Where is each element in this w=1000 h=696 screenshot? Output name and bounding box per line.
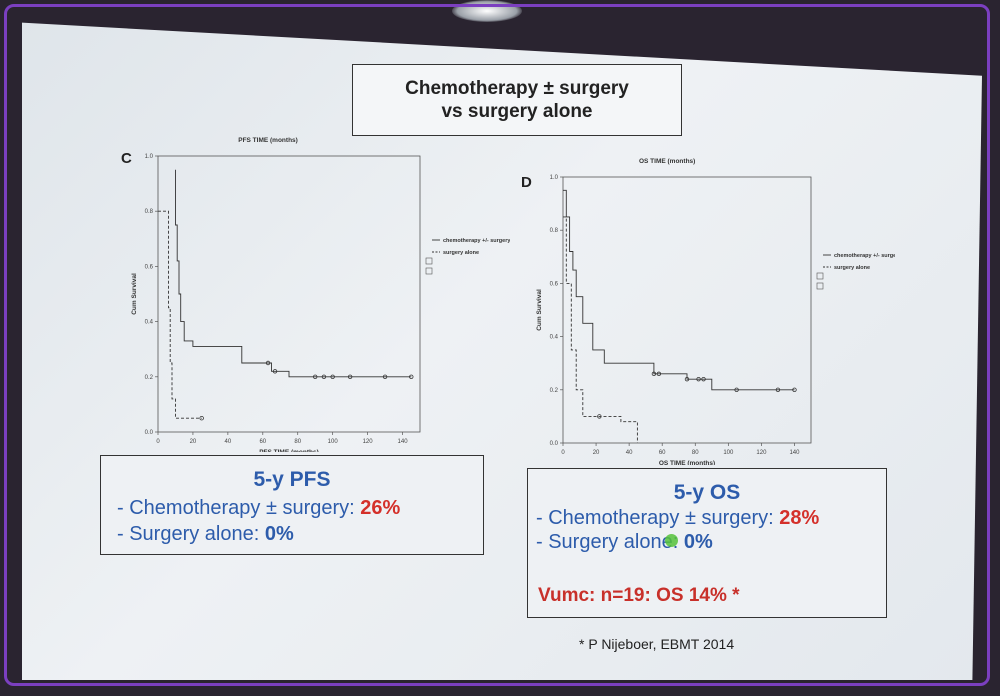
os-surgery-value: 0% bbox=[683, 531, 713, 553]
censor-mark bbox=[312, 374, 318, 379]
chart-title: PFS TIME (months) bbox=[238, 137, 298, 144]
os-surgery-label: - Surgery alone: bbox=[536, 531, 684, 553]
censor-mark bbox=[696, 376, 701, 382]
censor-mark bbox=[265, 360, 271, 366]
x-tick-label: 100 bbox=[723, 450, 734, 456]
panel-letter-c: C bbox=[121, 150, 132, 167]
legend-chemo-label: chemotherapy +/- surgery bbox=[834, 253, 895, 259]
y-tick-label: 0.8 bbox=[145, 209, 154, 215]
series-surgery-line bbox=[563, 216, 638, 443]
x-tick-label: 80 bbox=[692, 450, 699, 456]
x-tick-label: 0 bbox=[156, 439, 160, 445]
os-line-surgery: - Surgery alone: 0% bbox=[536, 531, 713, 554]
os-result-title: 5-y OS bbox=[673, 481, 741, 504]
legend-surgery-label: surgery alone bbox=[834, 265, 870, 271]
pfs-line-surgery: - Surgery alone: 0% bbox=[117, 523, 294, 546]
legend-surgery-label: surgery alone bbox=[443, 250, 479, 256]
legend-censor-box bbox=[425, 257, 433, 265]
x-tick-label: 20 bbox=[190, 439, 197, 445]
pfs-line-chemo: - Chemotherapy ± surgery: 26% bbox=[117, 497, 400, 520]
x-tick-label: 60 bbox=[259, 439, 266, 445]
censor-mark bbox=[597, 414, 602, 419]
series-surgery-line bbox=[158, 210, 202, 419]
plot-frame bbox=[562, 176, 812, 444]
pfs-result-box: 5-y PFS - Chemotherapy ± surgery: 26% - … bbox=[100, 455, 484, 555]
x-tick-label: 100 bbox=[328, 439, 339, 445]
slide-title-line1: Chemotherapy ± surgery bbox=[405, 78, 629, 99]
censor-mark bbox=[734, 387, 739, 392]
legend-censor-box bbox=[816, 282, 824, 290]
y-tick-label: 0.0 bbox=[145, 430, 154, 436]
y-tick-label: 0.0 bbox=[550, 441, 559, 447]
y-tick-label: 0.6 bbox=[145, 264, 154, 270]
censor-mark bbox=[684, 376, 690, 382]
os-chemo-label: - Chemotherapy ± surgery: bbox=[536, 507, 780, 529]
legend-censor-box bbox=[425, 267, 433, 275]
censor-mark bbox=[382, 374, 388, 379]
x-tick-label: 80 bbox=[294, 439, 301, 445]
censor-mark bbox=[651, 371, 657, 377]
x-tick-label: 120 bbox=[756, 450, 767, 456]
os-chart: OS TIME (months) 0 20 40 60 80 100 120 140 0.0 0.2… bbox=[515, 155, 902, 467]
y-tick-label: 0.6 bbox=[550, 281, 559, 287]
legend-chemo-label: chemotherapy +/- surgery bbox=[443, 238, 510, 244]
plot-frame bbox=[157, 155, 421, 433]
censor-mark bbox=[347, 374, 353, 379]
pfs-surgery-label: - Surgery alone: bbox=[117, 523, 265, 545]
y-tick-label: 0.2 bbox=[550, 388, 559, 394]
os-result-box: 5-y OS - Chemotherapy ± surgery: 28% - S… bbox=[527, 468, 887, 618]
legend-censor-box bbox=[816, 272, 824, 280]
y-axis-label: Cum Survival bbox=[536, 289, 543, 331]
os-chemo-value: 28% bbox=[779, 507, 820, 529]
vumc-note: Vumc: n=19: OS 14% * bbox=[538, 585, 740, 606]
os-line-chemo: - Chemotherapy ± surgery: 28% bbox=[536, 507, 819, 530]
x-tick-label: 0 bbox=[561, 450, 565, 456]
x-tick-label: 140 bbox=[789, 450, 800, 456]
pfs-result-title: 5-y PFS bbox=[253, 468, 331, 491]
censor-mark bbox=[656, 371, 662, 377]
censor-mark bbox=[792, 387, 797, 392]
y-tick-label: 0.4 bbox=[550, 335, 559, 341]
os-chart-svg: OS TIME (months) 0 20 40 60 80 100 120 140 0.0 0.2… bbox=[536, 158, 902, 467]
censor-mark bbox=[199, 416, 204, 421]
slide-title-box: Chemotherapy ± surgery vs surgery alone bbox=[352, 64, 682, 136]
pfs-chemo-label: - Chemotherapy ± surgery: bbox=[117, 497, 361, 519]
series-chemo-line bbox=[563, 189, 795, 391]
censor-mark bbox=[409, 374, 414, 379]
x-axis-label: PFS TIME (months) bbox=[259, 449, 319, 452]
chart-title: OS TIME (months) bbox=[639, 158, 695, 165]
y-tick-label: 1.0 bbox=[550, 175, 559, 181]
y-tick-label: 0.4 bbox=[145, 320, 154, 326]
panel-letter-d: D bbox=[521, 174, 532, 191]
pointer-cursor bbox=[665, 534, 678, 547]
pfs-chart-svg: PFS TIME (months) 0 20 40 60 80 100 120 140 0.0 0.… bbox=[131, 137, 511, 456]
censor-mark bbox=[330, 374, 335, 379]
x-tick-label: 140 bbox=[398, 439, 409, 445]
x-axis-label: OS TIME (months) bbox=[659, 460, 715, 465]
citation: * P Nijeboer, EBMT 2014 bbox=[579, 636, 735, 652]
x-tick-label: 40 bbox=[225, 439, 232, 445]
censor-mark bbox=[701, 376, 706, 382]
x-tick-label: 120 bbox=[363, 439, 374, 445]
censor-mark bbox=[272, 369, 278, 374]
pfs-chart: PFS TIME (months) 0 20 40 60 80 100 120 140 0.0 0.… bbox=[110, 132, 511, 456]
frame-border bbox=[4, 4, 990, 686]
pfs-chemo-value: 26% bbox=[360, 497, 401, 519]
y-tick-label: 0.8 bbox=[550, 228, 559, 234]
x-tick-label: 60 bbox=[659, 450, 666, 456]
y-axis-label: Cum Survival bbox=[131, 273, 138, 315]
pfs-surgery-value: 0% bbox=[264, 523, 294, 545]
x-tick-label: 20 bbox=[593, 450, 600, 456]
y-tick-label: 1.0 bbox=[145, 154, 154, 160]
y-tick-label: 0.2 bbox=[145, 375, 154, 381]
slide-title-line2: vs surgery alone bbox=[441, 101, 593, 122]
x-tick-label: 40 bbox=[626, 450, 633, 456]
series-chemo-line bbox=[175, 169, 412, 378]
censor-mark bbox=[321, 374, 327, 379]
censor-mark bbox=[775, 387, 781, 392]
